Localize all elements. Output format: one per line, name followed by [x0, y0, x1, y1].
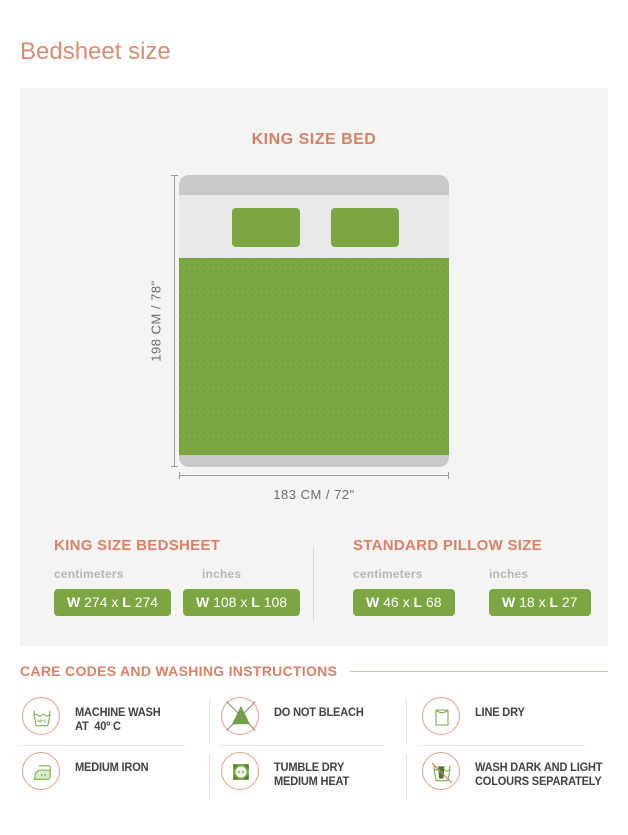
svg-text:40°C: 40°C: [37, 719, 47, 724]
